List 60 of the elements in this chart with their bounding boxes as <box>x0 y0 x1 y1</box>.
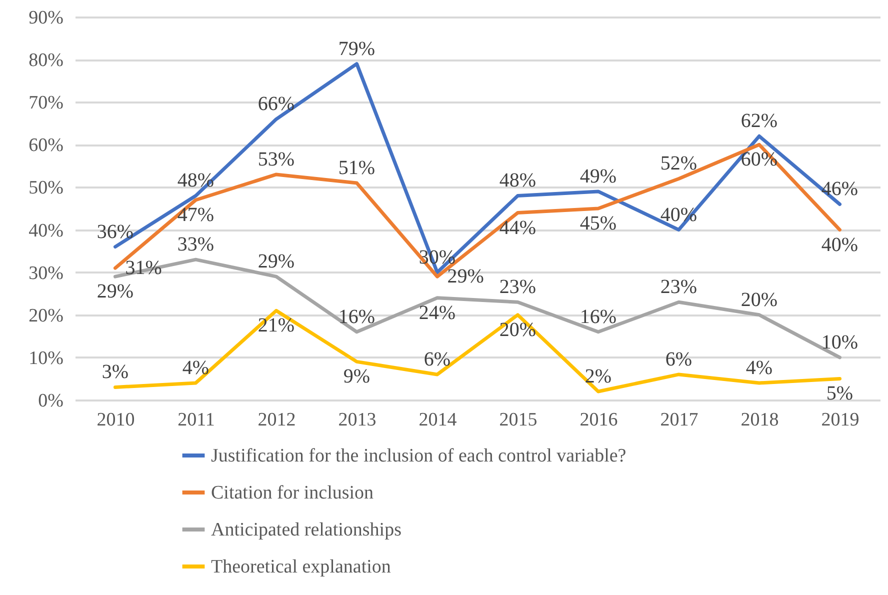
y-tick-label: 10% <box>28 348 64 369</box>
data-label: 4% <box>746 356 773 379</box>
y-tick-label: 30% <box>28 262 64 284</box>
data-label: 21% <box>258 314 295 337</box>
legend-label: Citation for inclusion <box>211 482 374 504</box>
x-tick-label: 2012 <box>258 410 296 430</box>
data-label: 20% <box>499 318 536 341</box>
x-tick-label: 2016 <box>580 410 618 430</box>
legend-label: Theoretical explanation <box>211 556 392 578</box>
data-label: 66% <box>258 93 295 116</box>
legend-label: Anticipated relationships <box>211 520 402 540</box>
y-tick-label: 90% <box>28 8 64 28</box>
data-label: 10% <box>821 331 858 354</box>
data-label: 6% <box>665 348 692 370</box>
x-tick-label: 2010 <box>96 410 135 430</box>
data-label: 23% <box>499 276 536 298</box>
data-label: 6% <box>424 348 451 370</box>
data-label: 29% <box>447 266 484 288</box>
data-label: 24% <box>418 302 456 324</box>
x-tick-label: 2019 <box>821 410 860 430</box>
data-label: 16% <box>580 306 617 328</box>
x-tick-label: 2011 <box>178 410 215 430</box>
data-label: 79% <box>338 38 376 60</box>
x-tick-label: 2018 <box>740 410 779 430</box>
x-tick-label: 2014 <box>418 410 458 430</box>
data-label: 62% <box>740 110 778 132</box>
y-tick-label: 60% <box>28 135 64 156</box>
data-label: 4% <box>182 356 210 379</box>
y-tick-label: 20% <box>28 305 64 326</box>
data-label: 9% <box>343 366 370 388</box>
data-label: 51% <box>338 156 376 179</box>
data-label: 33% <box>177 234 214 256</box>
data-label: 3% <box>102 361 129 384</box>
data-label: 52% <box>660 152 698 175</box>
data-label: 20% <box>740 288 778 311</box>
data-label: 46% <box>821 178 858 200</box>
data-label: 2% <box>584 365 612 388</box>
x-tick-label: 2017 <box>660 410 698 430</box>
data-label: 16% <box>338 306 376 328</box>
data-label: 5% <box>826 382 854 405</box>
data-label: 29% <box>258 250 295 273</box>
y-tick-label: 80% <box>28 50 64 72</box>
data-label: 40% <box>821 234 858 256</box>
data-label: 47% <box>177 204 214 226</box>
data-label: 23% <box>660 276 698 298</box>
x-tick-label: 2013 <box>338 410 376 430</box>
data-label: 53% <box>258 148 295 170</box>
data-label: 36% <box>96 220 134 243</box>
legend-label: Justification for the inclusion of each control variable? <box>211 446 626 466</box>
y-tick-label: 70% <box>28 92 64 114</box>
data-label: 48% <box>499 170 536 192</box>
x-tick-label: 2015 <box>499 410 538 430</box>
data-label: 45% <box>580 212 617 234</box>
data-label: 31% <box>125 257 162 280</box>
data-label: 49% <box>580 165 617 188</box>
y-tick-label: 0% <box>38 390 64 412</box>
y-tick-label: 50% <box>28 178 64 199</box>
data-label: 29% <box>96 280 134 303</box>
data-label: 44% <box>499 216 536 239</box>
y-tick-label: 40% <box>28 220 64 242</box>
